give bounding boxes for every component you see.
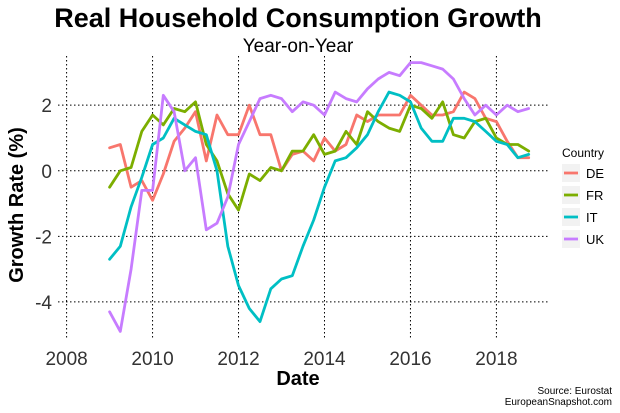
- series-line-fr: [108, 100, 531, 212]
- legend-label-de: DE: [586, 166, 604, 181]
- x-tick-label: 2014: [303, 349, 346, 370]
- source-line-1: Source: Eurostat: [538, 386, 613, 397]
- grid-lines: [58, 56, 548, 338]
- series-lines: [108, 61, 531, 333]
- legend-title: Country: [562, 146, 604, 160]
- source-line-2: EuropeanSnapshot.com: [505, 397, 612, 408]
- x-tick-label: 2016: [389, 349, 431, 370]
- x-axis-ticks: 2008 2010 2012 2014 2016 2018: [45, 349, 517, 370]
- x-tick-label: 2008: [45, 349, 87, 370]
- y-tick-label: -2: [35, 227, 52, 248]
- series-line-it: [108, 90, 531, 324]
- plot-area: [58, 56, 548, 338]
- legend-label-uk: UK: [586, 232, 604, 247]
- chart-subtitle: Year-on-Year: [243, 36, 354, 57]
- x-axis-title: Date: [276, 368, 319, 390]
- y-tick-label: 0: [41, 162, 52, 183]
- x-tick-label: 2012: [217, 349, 259, 370]
- x-tick-label: 2010: [131, 349, 173, 370]
- y-axis-ticks: -4 -2 0 2: [35, 96, 52, 314]
- legend-label-it: IT: [586, 210, 598, 225]
- y-tick-label: -4: [35, 293, 52, 314]
- y-tick-label: 2: [41, 96, 52, 117]
- legend-label-fr: FR: [586, 188, 603, 203]
- series-line-uk: [108, 61, 531, 333]
- y-axis-title: Growth Rate (%): [6, 127, 28, 283]
- chart-title: Real Household Consumption Growth: [54, 3, 542, 33]
- x-tick-label: 2018: [475, 349, 517, 370]
- legend: Country DE FR IT UK: [562, 146, 604, 248]
